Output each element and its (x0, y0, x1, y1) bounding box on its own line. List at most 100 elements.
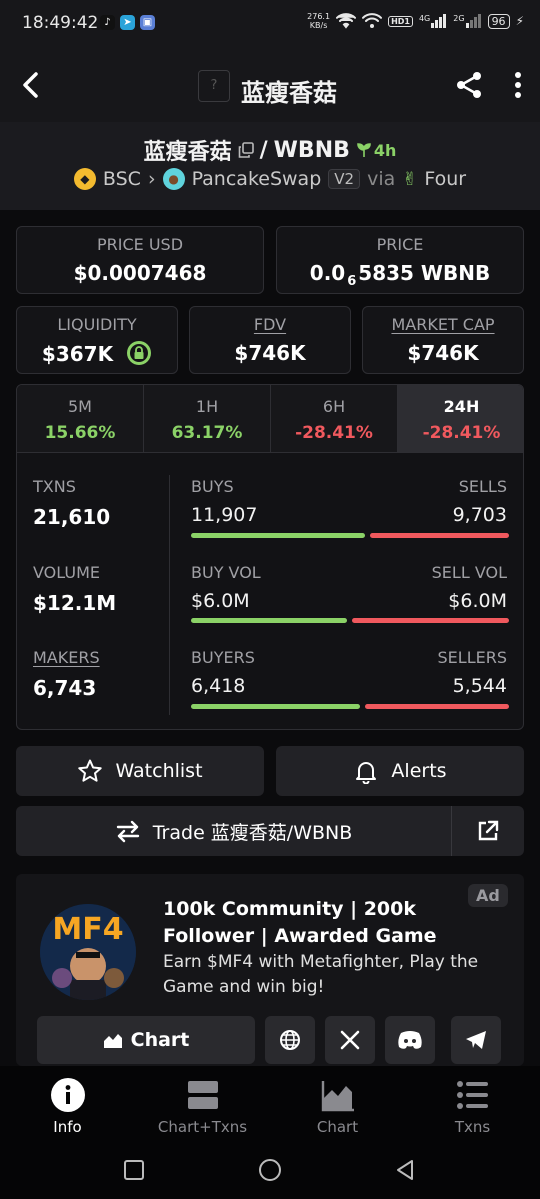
x-logo-icon (340, 1030, 360, 1050)
sprout-icon (357, 143, 371, 157)
watchlist-button[interactable]: Watchlist (16, 746, 264, 796)
nav-chart-txns[interactable]: Chart+Txns (135, 1066, 270, 1142)
back-button[interactable] (16, 70, 46, 100)
sells-bar (370, 533, 509, 538)
nav-info[interactable]: Info (0, 1066, 135, 1142)
ad-badge: Ad (468, 884, 508, 907)
change-6h: -28.41% (295, 423, 373, 443)
launchpad-name[interactable]: Four (424, 168, 467, 190)
txns-value: 21,610 (33, 505, 111, 529)
liquidity-value: $367K (17, 340, 177, 366)
pair-age: 4h (356, 141, 396, 160)
swap-arrows-icon (116, 820, 139, 843)
dex-name[interactable]: PancakeSwap (191, 168, 322, 190)
via-label: via (367, 168, 396, 190)
home-button[interactable] (258, 1158, 282, 1182)
chart-txns-icon (187, 1081, 218, 1109)
sellers-bar (365, 704, 509, 709)
quote-token-name: WBNB (273, 137, 350, 163)
ad-website-button[interactable] (265, 1016, 315, 1064)
bell-icon (356, 762, 377, 784)
page-title: 蓝瘦香菇 (241, 79, 337, 107)
ad-banner[interactable]: Ad MF4 100k Community | 200k Follower | … (16, 874, 524, 1066)
ad-x-button[interactable] (325, 1016, 375, 1064)
tab-5m[interactable]: 5M 15.66% (17, 385, 144, 453)
buys-label: BUYS (191, 477, 234, 496)
buyers-value: 6,418 (191, 675, 246, 697)
buys-value: 11,907 (191, 504, 258, 526)
signal-bars-icon (431, 14, 447, 28)
tab-24h[interactable]: 24H -28.41% (398, 385, 523, 453)
token-logo-placeholder: ? (198, 70, 230, 102)
makers-label[interactable]: MAKERS (33, 648, 100, 667)
ad-title: 100k Community | 200k Follower | Awarded… (163, 898, 437, 947)
dex-version-badge: V2 (328, 169, 361, 189)
telegram-icon: ➤ (120, 15, 135, 30)
ad-chart-button[interactable]: Chart (37, 1016, 255, 1064)
nav-chart[interactable]: Chart (270, 1066, 405, 1142)
volume-value: $12.1M (33, 591, 117, 615)
app-icon: ▣ (140, 15, 155, 30)
share-button[interactable] (454, 70, 484, 100)
base-token-name: 蓝瘦香菇 (143, 140, 232, 165)
system-navigation-bar (0, 1142, 540, 1199)
buys-bar (191, 533, 365, 538)
status-notification-icons: ♪ ➤ ▣ (100, 15, 155, 30)
alerts-button[interactable]: Alerts (276, 746, 524, 796)
copy-icon[interactable] (238, 142, 254, 158)
tab-1h[interactable]: 1H 63.17% (144, 385, 271, 453)
pair-header: 蓝瘦香菇 / WBNB 4h ◆ BSC › ● PancakeSwap V2 … (0, 122, 540, 210)
open-external-button[interactable] (451, 806, 524, 856)
trade-button[interactable]: Trade 蓝瘦香菇/WBNB (16, 806, 451, 856)
fdv-value: $746K (234, 341, 306, 365)
buy-vol-bar (191, 618, 347, 623)
nav-txns[interactable]: Txns (405, 1066, 540, 1142)
stats-panel: 5M 15.66% 1H 63.17% 6H -28.41% 24H -28.4… (16, 384, 524, 730)
ad-discord-button[interactable] (385, 1016, 435, 1064)
tab-6h[interactable]: 6H -28.41% (271, 385, 398, 453)
bottom-navigation: Info Chart+Txns Chart Txns (0, 1066, 540, 1142)
telegram-icon (466, 1031, 486, 1049)
ad-logo: MF4 (40, 904, 136, 1000)
more-options-button[interactable] (508, 70, 528, 100)
price-usd-value: $0.0007468 (73, 261, 207, 285)
back-nav-button[interactable] (393, 1158, 417, 1182)
market-cap-value: $746K (407, 341, 479, 365)
four-meme-icon: ✌ (402, 168, 418, 190)
change-1h: 63.17% (171, 423, 243, 443)
sell-vol-label: SELL VOL (431, 563, 507, 582)
price-native-label: PRICE (376, 235, 424, 254)
chevron-right-icon: › (147, 168, 156, 190)
sells-value: 9,703 (452, 504, 507, 526)
chain-info: ◆ BSC › ● PancakeSwap V2 via ✌ Four (0, 168, 540, 190)
status-indicators: 276.1 KB/s HD1 4G 2G 96 ⚡ (307, 12, 524, 30)
wifi-calling-icon (362, 13, 383, 28)
buyers-bar (191, 704, 360, 709)
sellers-value: 5,544 (452, 675, 507, 697)
chain-name[interactable]: BSC (102, 168, 141, 190)
makers-value: 6,743 (33, 676, 97, 700)
change-5m: 15.66% (44, 423, 116, 443)
volume-label: VOLUME (33, 563, 100, 582)
pancakeswap-icon: ● (162, 168, 185, 190)
sells-label: SELLS (458, 477, 507, 496)
status-bar: 18:49:42 ♪ ➤ ▣ 276.1 KB/s HD1 4G 2G 96 ⚡ (0, 0, 540, 50)
price-native-value: 0.0 6 5835 WBNB (309, 261, 491, 289)
sellers-label: SELLERS (437, 648, 507, 667)
recents-button[interactable] (122, 1158, 146, 1182)
fdv-label[interactable]: FDV (253, 315, 287, 334)
liquidity-label: LIQUIDITY (57, 315, 137, 334)
sell-vol-value: $6.0M (448, 590, 507, 612)
ad-description: Earn $MF4 with Metafighter, Play the Gam… (163, 952, 479, 997)
lock-icon[interactable] (126, 340, 152, 366)
pair-separator: / (259, 137, 268, 163)
buyers-label: BUYERS (191, 648, 255, 667)
fdv-card[interactable]: FDV $746K (189, 306, 351, 374)
top-app-bar: ? 蓝瘦香菇 (0, 50, 540, 122)
market-cap-card[interactable]: MARKET CAP $746K (362, 306, 524, 374)
change-24h: -28.41% (422, 423, 501, 443)
market-cap-label[interactable]: MARKET CAP (391, 315, 495, 334)
status-time: 18:49:42 (22, 13, 99, 33)
ad-telegram-button[interactable] (451, 1016, 501, 1064)
buy-vol-value: $6.0M (191, 590, 250, 612)
